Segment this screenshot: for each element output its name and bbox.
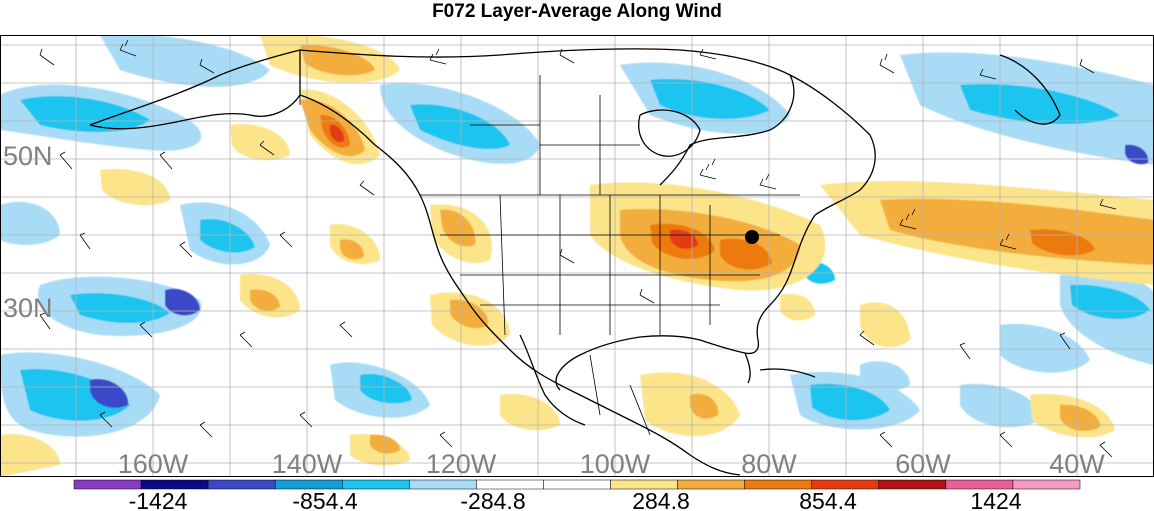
contour-field [0, 35, 1154, 477]
lon-label-60w: 60W [895, 449, 951, 477]
lat-label-50n: 50N [3, 141, 53, 171]
lon-label-160w: 160W [118, 449, 189, 477]
lat-label-30n: 30N [3, 293, 53, 323]
point-marker [745, 230, 759, 244]
colorbar-tick-label: 284.8 [632, 488, 690, 511]
lon-label-140w: 140W [272, 449, 343, 477]
lon-label-100w: 100W [580, 449, 651, 477]
lon-label-80w: 80W [741, 449, 797, 477]
colorbar: -1424 -854.4 -284.8 284.8 854.4 1424 [73, 479, 1081, 511]
colorbar-tick-label: 854.4 [799, 488, 857, 511]
lat-lon-grid [0, 35, 1154, 477]
coastlines [89, 48, 1061, 476]
lon-label-120w: 120W [426, 449, 497, 477]
colorbar-swatch [207, 479, 276, 490]
colorbar-swatch [1012, 479, 1081, 490]
boundaries [299, 50, 800, 436]
colorbar-tick-label: -854.4 [292, 488, 357, 511]
colorbar-tick-label: -284.8 [460, 488, 525, 511]
wind-map: 50N 30N 160W 140W 120W 100W 80W 60W 40W [0, 35, 1154, 477]
map-title: F072 Layer-Average Along Wind [432, 1, 722, 22]
lon-label-40w: 40W [1049, 449, 1105, 477]
colorbar-tick-label: -1424 [129, 488, 188, 511]
wind-barbs [39, 39, 1117, 458]
colorbar-tick-label: 1424 [970, 488, 1021, 511]
colorbar-swatches [73, 479, 1081, 490]
colorbar-swatch [543, 479, 611, 490]
colorbar-swatch [878, 479, 947, 490]
